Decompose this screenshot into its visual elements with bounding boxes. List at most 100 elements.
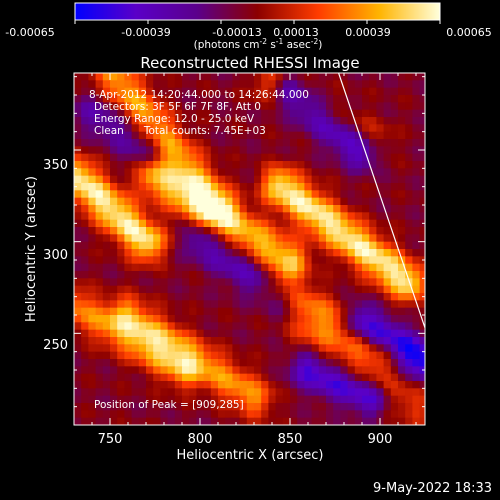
heatmap-cell [290, 263, 298, 272]
heatmap-cell [304, 300, 312, 309]
heatmap-cell [412, 87, 420, 96]
heatmap-cell [167, 344, 176, 353]
heatmap-cell [254, 366, 262, 375]
heatmap-cell [268, 80, 276, 89]
heatmap-cell [196, 102, 204, 111]
heatmap-cell [390, 263, 399, 272]
heatmap-cell [239, 139, 248, 147]
heatmap-cell [282, 205, 291, 213]
heatmap-cell [290, 315, 298, 323]
heatmap-cell [412, 337, 420, 345]
heatmap-cell [239, 359, 248, 367]
heatmap-cell [383, 241, 392, 250]
heatmap-cell [102, 417, 111, 425]
heatmap-cell [254, 263, 262, 272]
heatmap-cell [354, 124, 363, 133]
heatmap-cell [81, 161, 89, 169]
heatmap-cell [239, 109, 248, 118]
heatmap-cell [203, 249, 212, 257]
heatmap-cell [167, 73, 176, 81]
heatmap-cell [390, 153, 399, 162]
heatmap-cell [362, 139, 370, 147]
heatmap-cell [146, 241, 154, 250]
heatmap-cell [412, 153, 420, 162]
heatmap-cell [74, 263, 82, 272]
heatmap-cell [110, 212, 118, 221]
heatmap-cell [383, 388, 392, 397]
heatmap-cell [390, 131, 399, 140]
heatmap-cell [117, 190, 125, 199]
heatmap-cell [275, 315, 284, 323]
heatmap-cell [347, 87, 356, 96]
heatmap-cell [189, 388, 197, 397]
heatmap-cell [419, 344, 425, 353]
heatmap-cell [153, 175, 161, 184]
heatmap-cell [182, 285, 190, 294]
heatmap-cell [117, 197, 125, 206]
heatmap-cell [232, 205, 240, 213]
heatmap-cell [189, 153, 197, 162]
heatmap-cell [81, 227, 89, 235]
heatmap-cell [131, 249, 140, 257]
heatmap-cell [318, 373, 327, 382]
heatmap-cell [362, 329, 370, 338]
x-tick-label: 800 [188, 432, 213, 447]
heatmap-cell [354, 234, 363, 243]
heatmap-cell [326, 263, 334, 272]
colorbar-ticks [74, 20, 441, 24]
heatmap-cell [153, 73, 161, 81]
heatmap-cell [311, 249, 320, 257]
heatmap-cell [102, 403, 111, 411]
heatmap-cell [268, 205, 276, 213]
heatmap-cell [383, 278, 392, 287]
heatmap-cell [232, 337, 240, 345]
heatmap-cell [153, 95, 161, 103]
heatmap-cell [347, 190, 356, 199]
heatmap-cell [268, 168, 276, 177]
heatmap-cell [218, 183, 226, 191]
heatmap-cell [261, 168, 269, 177]
heatmap-cell [189, 183, 197, 191]
heatmap-cell [160, 373, 168, 382]
heatmap-cell [268, 351, 276, 360]
heatmap-cell [326, 373, 334, 382]
heatmap-cell [138, 351, 147, 360]
heatmap-cell [174, 403, 183, 411]
heatmap-cell [88, 344, 96, 353]
heatmap-cell [333, 373, 341, 382]
heatmap-cell [189, 307, 197, 316]
heatmap-cell [153, 395, 161, 404]
heatmap-cell [297, 241, 305, 250]
heatmap-cell [340, 109, 348, 118]
heatmap-cell [398, 124, 406, 133]
heatmap-cell [138, 417, 147, 425]
heatmap-cell [218, 425, 226, 433]
heatmap-cell [405, 73, 413, 81]
heatmap-cell [138, 410, 147, 419]
heatmap-cell [203, 403, 212, 411]
heatmap-cell [88, 139, 96, 147]
heatmap-cell [390, 417, 399, 425]
heatmap-cell [182, 410, 190, 419]
colorbar-units: (photons cm-2 s-1 asec-2) [194, 37, 323, 51]
heatmap-cell [246, 271, 255, 279]
heatmap-cell [189, 205, 197, 213]
heatmap-cell [131, 139, 140, 147]
heatmap-cell [282, 285, 291, 294]
heatmap-cell [210, 87, 219, 96]
heatmap-cell [102, 175, 111, 184]
heatmap-cell [189, 249, 197, 257]
heatmap-cell [81, 300, 89, 309]
heatmap-cell [297, 109, 305, 118]
heatmap-cell [383, 205, 392, 213]
heatmap-cell [189, 263, 197, 272]
heatmap-cell [131, 153, 140, 162]
heatmap-cell [88, 337, 96, 345]
heatmap-cell [261, 300, 269, 309]
heatmap-cell [117, 102, 125, 111]
heatmap-cell [304, 366, 312, 375]
heatmap-cell [347, 315, 356, 323]
heatmap-cell [124, 87, 132, 96]
heatmap-cell [318, 241, 327, 250]
heatmap-cell [369, 139, 377, 147]
